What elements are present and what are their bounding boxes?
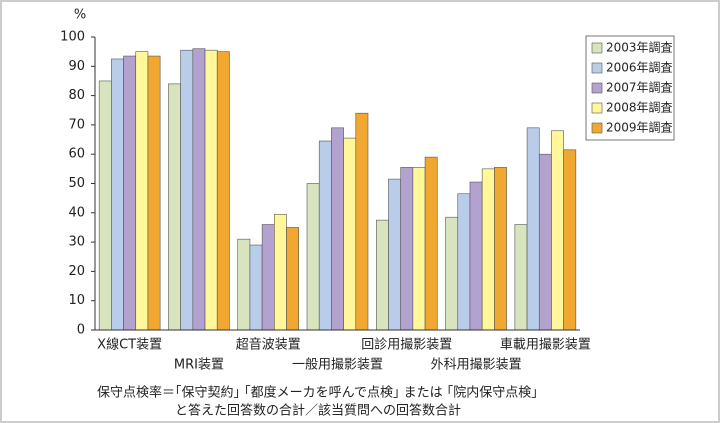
- y-tick-label: 90: [68, 59, 85, 74]
- bar: [481, 168, 495, 331]
- bar: [274, 213, 287, 331]
- bar: [343, 137, 357, 331]
- y-tick-label: 20: [68, 264, 85, 279]
- bar: [469, 181, 483, 331]
- legend-label: 2003年調査: [606, 41, 673, 55]
- y-tick-label: 10: [68, 293, 85, 308]
- note: 保守点検率＝｢保守契約｣ ｢都度メーカを呼んで点検｣ または ｢院内保守点検｣: [97, 385, 538, 401]
- y-tick-label: 80: [68, 88, 85, 103]
- bar: [111, 58, 124, 331]
- legend-label: 2006年調査: [606, 61, 673, 75]
- y-tick-label: 60: [68, 147, 85, 162]
- bar: [526, 127, 540, 331]
- bar: [388, 178, 401, 331]
- legend-label: 2007年調査: [606, 81, 673, 95]
- legend-swatch: [591, 82, 603, 94]
- bar: [261, 224, 275, 331]
- legend-label: 2009年調査: [606, 121, 673, 135]
- bar: [457, 193, 471, 331]
- bar: [563, 149, 577, 331]
- bar: [249, 244, 263, 331]
- bar: [180, 49, 194, 331]
- x-tick-label: 回診用撮影装置: [361, 337, 452, 353]
- x-tick-label: 超音波装置: [236, 337, 301, 353]
- bar: [123, 55, 137, 331]
- bar: [424, 156, 438, 331]
- bar: [375, 219, 389, 331]
- y-tick-label: 70: [68, 117, 85, 132]
- x-tick-label: MRI装置: [174, 358, 224, 373]
- bar: [98, 80, 112, 331]
- bar: [147, 55, 161, 331]
- bar: [306, 183, 320, 331]
- legend: 2003年調査 2006年調査 2007年調査 2008年調査 2009年調査: [591, 41, 673, 135]
- bar: [538, 153, 552, 331]
- bar: [204, 49, 218, 331]
- y-tick-label: 40: [68, 205, 85, 220]
- y-axis-label: %: [74, 8, 86, 23]
- x-tick-label: 外科用撮影装置: [431, 357, 522, 373]
- x-tick-label: X線CT装置: [97, 337, 162, 353]
- legend-swatch: [591, 62, 603, 74]
- bar: [216, 51, 230, 331]
- bar: [494, 167, 507, 331]
- bar: [286, 227, 299, 331]
- bar: [412, 167, 426, 331]
- bar: [135, 51, 149, 331]
- x-tick-label: 一般用撮影装置: [292, 357, 383, 373]
- bar: [355, 112, 369, 331]
- legend-swatch: [591, 42, 603, 54]
- bar: [237, 238, 251, 331]
- bar: [192, 48, 206, 331]
- legend-swatch: [591, 122, 603, 134]
- bar: [331, 127, 344, 331]
- y-tick-label: 30: [68, 235, 85, 250]
- bar: [168, 83, 181, 331]
- y-tick-label: 50: [68, 176, 85, 191]
- note: と答えた回答数の合計／該当質問への回答数合計: [175, 403, 461, 419]
- bar: [318, 140, 332, 331]
- legend-swatch: [591, 102, 603, 114]
- bar: [514, 224, 528, 331]
- bar: [445, 216, 459, 331]
- y-tick-label: 0: [77, 323, 85, 338]
- y-tick-label: 100: [60, 30, 85, 45]
- bar: [400, 167, 414, 331]
- legend-label: 2008年調査: [606, 101, 673, 115]
- bar: [551, 130, 564, 331]
- x-tick-label: 車載用撮影装置: [500, 337, 591, 353]
